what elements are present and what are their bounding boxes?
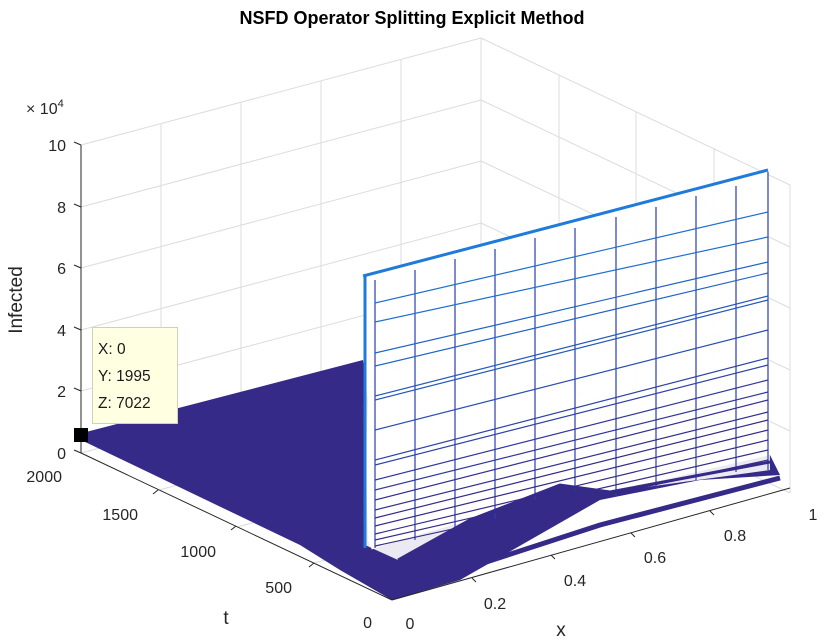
t-axis-label: t — [223, 608, 229, 629]
z-ticks: 10 8 6 4 2 0 × 104 — [26, 98, 82, 463]
z-exponent-label: × 104 — [26, 98, 64, 118]
x-tick-0.4: 0.4 — [564, 573, 586, 590]
t-tick-1500: 1500 — [102, 507, 138, 524]
datatip-z: Z: 7022 — [98, 395, 151, 412]
z-tick-10: 10 — [48, 138, 66, 155]
x-ticks: 0 0.2 0.4 0.6 0.8 1 — [406, 507, 818, 633]
datatip[interactable]: X: 0 Y: 1995 Z: 7022 — [92, 327, 178, 424]
x-tick-0.8: 0.8 — [724, 528, 746, 545]
datatip-y: Y: 1995 — [98, 368, 151, 385]
t-tick-1000: 1000 — [180, 544, 216, 561]
t-tick-2000: 2000 — [26, 469, 62, 486]
z-axis-label: Infected — [6, 266, 27, 334]
t-ticks: 2000 1500 1000 500 0 — [26, 469, 372, 632]
x-tick-1: 1 — [809, 507, 818, 524]
x-tick-0: 0 — [406, 616, 415, 633]
surface-wall — [362, 168, 781, 593]
datatip-marker[interactable] — [74, 428, 88, 442]
x-tick-0.2: 0.2 — [484, 596, 506, 613]
z-tick-8: 8 — [57, 200, 66, 217]
t-tick-500: 500 — [265, 580, 292, 597]
z-tick-2: 2 — [57, 384, 66, 401]
datatip-x: X: 0 — [98, 341, 126, 358]
z-tick-6: 6 — [57, 261, 66, 278]
x-tick-0.6: 0.6 — [644, 550, 666, 567]
x-axis-label: x — [556, 620, 566, 641]
z-tick-4: 4 — [57, 323, 66, 340]
t-tick-0: 0 — [363, 615, 372, 632]
z-tick-0: 0 — [57, 446, 66, 463]
axes — [80, 145, 791, 601]
chart-title: NSFD Operator Splitting Explicit Method — [239, 8, 584, 28]
